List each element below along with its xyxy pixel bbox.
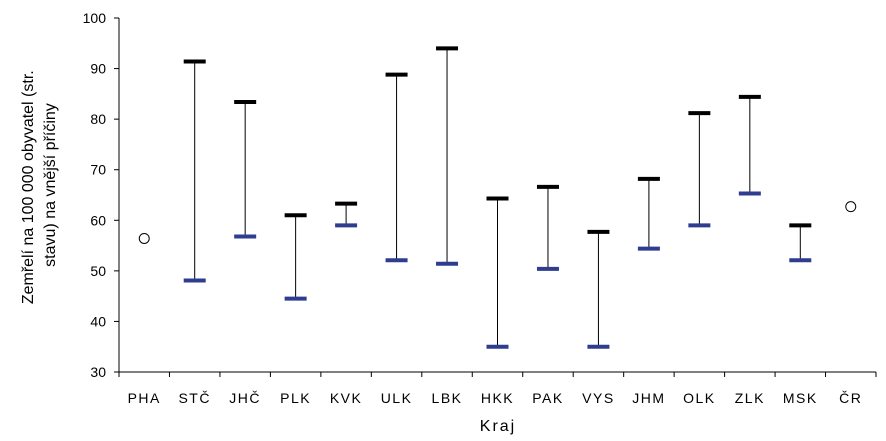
y-axis-title: Zemřelí na 100 000 obyvatel (str. stavu)…: [20, 66, 59, 304]
y-tick-label: 50: [90, 263, 106, 279]
x-tick-label: STČ: [178, 390, 211, 406]
y-tick-label: 60: [90, 212, 106, 228]
y-axis-title-line-2: stavu) na vnější příčiny: [42, 103, 59, 267]
value-point: [845, 201, 857, 213]
x-tick-label: PAK: [532, 390, 563, 406]
x-tick-label: PHA: [128, 390, 161, 406]
y-tick-label: 30: [90, 364, 106, 380]
x-tick-label: ČR: [839, 390, 862, 406]
x-tick-label: ZLK: [735, 390, 765, 406]
y-ticks: 30 40 50 60 70 80 90 100: [83, 10, 119, 380]
x-tick-label: LBK: [432, 390, 463, 406]
x-tick-label: ULK: [381, 390, 413, 406]
y-tick-label: 70: [90, 162, 106, 178]
y-axis-title-line-1: Zemřelí na 100 000 obyvatel (str.: [20, 70, 37, 304]
x-tick-label: PLK: [280, 390, 311, 406]
x-tick-label: VYS: [582, 390, 615, 406]
value-point: [138, 232, 150, 244]
y-tick-label: 90: [90, 61, 106, 77]
y-tick-label: 100: [83, 10, 107, 26]
x-axis-title: Kraj: [480, 418, 516, 435]
x-tick-label: MSK: [783, 390, 818, 406]
x-tick-label: OLK: [683, 390, 716, 406]
x-tick-label: KVK: [330, 390, 363, 406]
x-ticks: PHA STČ JHČ PLK KVK ULK LBK HKK PAK VYS JHM OLK ZLK M…: [118, 372, 877, 406]
y-axis: 30 40 50 60 70 80 90 100: [83, 10, 120, 380]
y-tick-label: 80: [90, 111, 106, 127]
x-tick-label: JHČ: [229, 390, 261, 406]
x-tick-label: JHM: [632, 390, 665, 406]
y-tick-label: 40: [90, 313, 106, 329]
x-tick-label: HKK: [481, 390, 514, 406]
plot-marks: [138, 46, 857, 349]
x-axis: PHA STČ JHČ PLK KVK ULK LBK HKK PAK VYS JHM OLK ZLK M…: [118, 371, 877, 406]
